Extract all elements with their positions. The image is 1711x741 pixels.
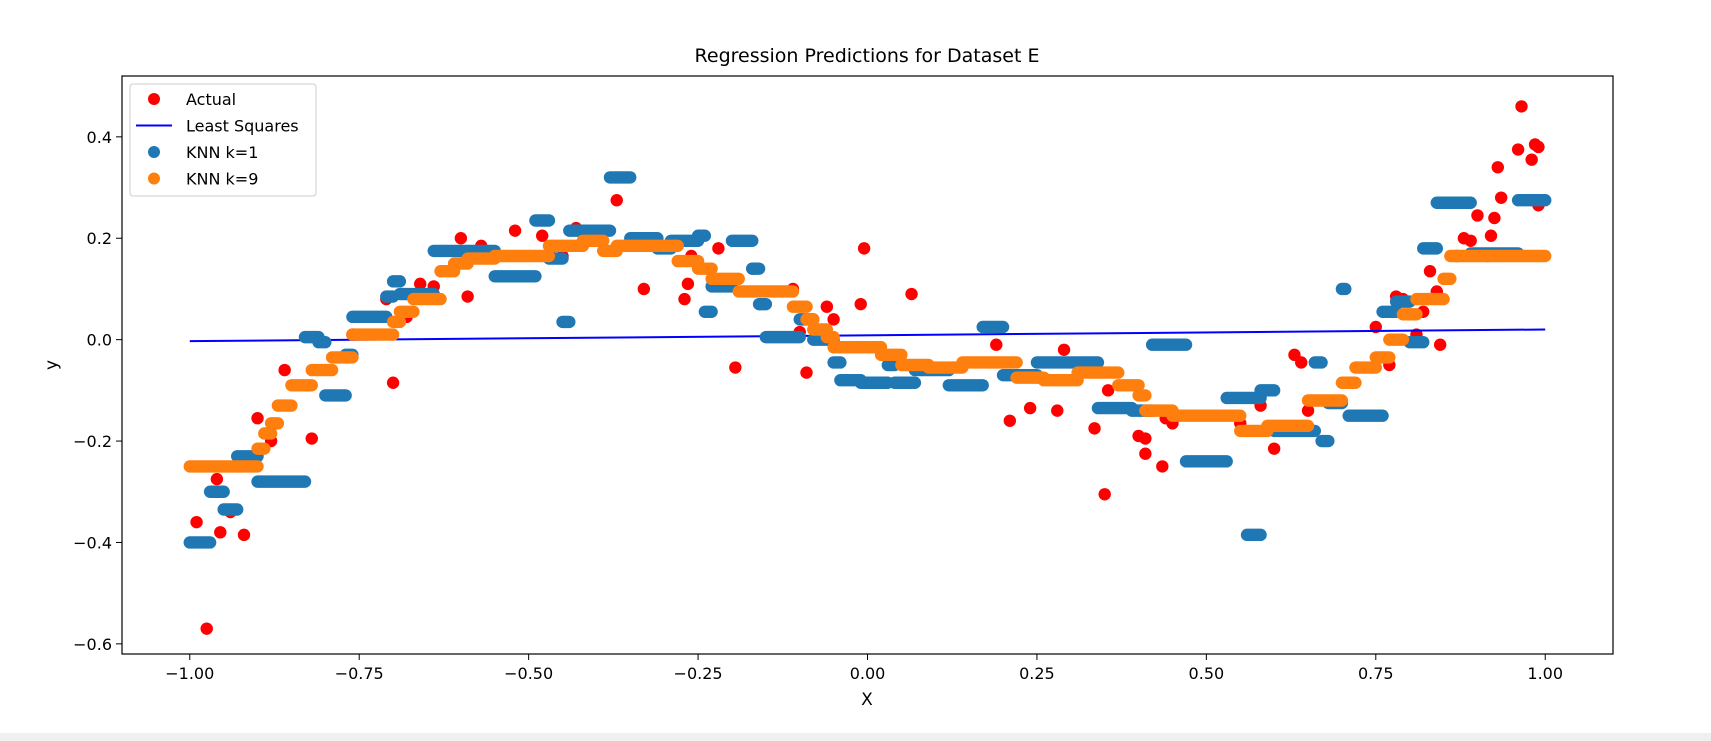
legend: Actual Least Squares KNN k=1 KNN k=9	[129, 83, 317, 197]
y-axis-ticks: −0.6 −0.4 −0.2 0.0 0.2 0.4	[73, 128, 122, 654]
actual-point	[1156, 460, 1169, 473]
actual-point	[305, 432, 318, 445]
actual-point	[712, 242, 725, 255]
actual-point	[535, 229, 549, 242]
actual-point	[1491, 161, 1504, 174]
actual-point	[1098, 488, 1111, 501]
actual-point	[1267, 442, 1281, 455]
actual-point	[214, 526, 227, 539]
actual-point	[278, 363, 291, 377]
actual-point	[1051, 404, 1064, 417]
y-tick-label: 0.0	[87, 331, 112, 350]
chart-title: Regression Predictions for Dataset E	[695, 45, 1040, 67]
actual-point	[414, 277, 427, 291]
least-squares-line	[189, 328, 1546, 343]
actual-point	[237, 528, 251, 542]
plot-area	[121, 75, 1614, 655]
actual-point	[386, 376, 400, 389]
actual-point	[729, 361, 742, 374]
actual-point	[1511, 143, 1525, 156]
actual-point	[1515, 100, 1528, 113]
y-axis-label: y	[42, 360, 62, 370]
actual-point	[610, 194, 623, 207]
x-tick-label: 0.25	[1019, 664, 1055, 683]
actual-point	[1433, 338, 1447, 351]
x-tick-label: 0.00	[850, 664, 886, 683]
legend-label: Actual	[186, 90, 236, 109]
x-tick-label: 1.00	[1527, 664, 1563, 683]
y-tick-label: −0.2	[73, 432, 112, 451]
actual-point	[251, 412, 264, 425]
legend-marker	[148, 172, 160, 185]
actual-point	[1139, 447, 1152, 460]
y-tick-label: −0.6	[73, 635, 112, 654]
actual-point	[857, 242, 871, 255]
actual-point	[827, 313, 840, 326]
x-tick-label: −0.75	[335, 664, 384, 683]
knn-k9-series	[183, 234, 1552, 473]
actual-point	[800, 366, 813, 379]
actual-point	[678, 292, 691, 306]
actual-point	[1488, 211, 1501, 225]
x-tick-label: 0.50	[1189, 664, 1225, 683]
actual-point	[905, 287, 918, 301]
actual-point	[1525, 153, 1538, 166]
actual-point	[200, 622, 213, 635]
actual-point	[1464, 234, 1477, 247]
actual-point	[1532, 140, 1545, 154]
actual-point	[1471, 209, 1484, 222]
actual-point	[854, 297, 867, 311]
actual-point	[820, 300, 834, 313]
actual-point	[210, 472, 224, 486]
actual-point	[461, 290, 474, 303]
x-tick-label: −1.00	[165, 664, 214, 683]
actual-point	[1423, 265, 1437, 278]
actual-point	[681, 277, 695, 291]
legend-label: Least Squares	[186, 117, 299, 136]
actual-point	[508, 224, 522, 237]
actual-point	[1484, 229, 1498, 242]
legend-label: KNN k=9	[186, 170, 258, 189]
x-tick-label: 0.75	[1358, 664, 1394, 683]
actual-point	[1295, 356, 1308, 369]
actual-point	[1088, 422, 1101, 435]
actual-point	[990, 338, 1003, 351]
legend-label: KNN k=1	[186, 143, 258, 162]
data-layer	[183, 100, 1552, 635]
x-tick-label: −0.50	[504, 664, 553, 683]
x-axis-label: X	[861, 690, 873, 710]
y-tick-label: 0.2	[87, 229, 112, 248]
x-axis-ticks: −1.00 −0.75 −0.50 −0.25 0.00 0.25 0.50 0.75 1.00	[165, 654, 1563, 683]
actual-point	[1301, 404, 1315, 417]
actual-point	[190, 515, 203, 529]
legend-box	[129, 83, 317, 197]
actual-point	[1139, 432, 1152, 445]
actual-point	[454, 232, 468, 245]
legend-marker	[148, 93, 160, 105]
x-tick-label: −0.25	[674, 664, 723, 683]
actual-point	[1023, 401, 1037, 415]
y-tick-label: −0.4	[73, 533, 112, 552]
actual-point	[1494, 191, 1508, 204]
window-bottom-strip	[0, 733, 1711, 741]
actual-point	[637, 282, 651, 296]
actual-point	[1057, 343, 1071, 356]
actual-point	[1003, 414, 1017, 427]
actual-point	[1101, 384, 1115, 397]
legend-marker	[148, 146, 160, 158]
y-tick-label: 0.4	[87, 128, 112, 147]
